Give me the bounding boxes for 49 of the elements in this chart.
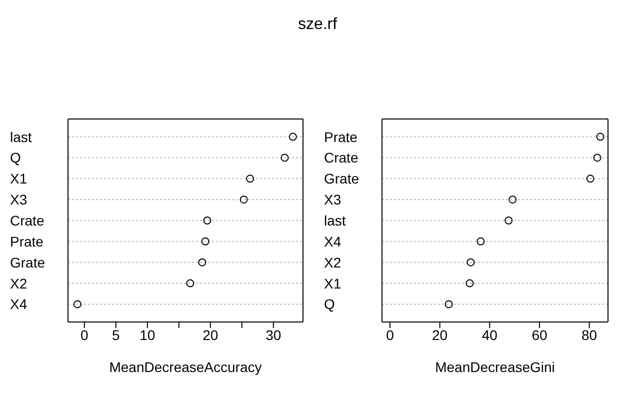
- x-tick-label: 0: [80, 326, 88, 343]
- point: [198, 258, 206, 266]
- x-tick-label: 20: [202, 326, 218, 343]
- point: [444, 300, 453, 308]
- y-tick-label: Crate: [324, 150, 358, 166]
- point: [596, 132, 604, 141]
- y-tick-label: Prate: [324, 128, 358, 145]
- x-tick-label: 40: [482, 326, 498, 343]
- chart-title: sze.rf: [296, 15, 338, 35]
- y-tick-label: Q: [324, 296, 335, 312]
- x-axis-title: MeanDecreaseAccuracy: [109, 359, 262, 375]
- point: [203, 216, 212, 224]
- point: [201, 237, 210, 246]
- x-tick-label: 20: [432, 326, 448, 343]
- point: [504, 216, 513, 224]
- x-tick-label: 5: [112, 326, 120, 343]
- y-tick-label: X3: [324, 192, 342, 208]
- point: [240, 196, 248, 204]
- point: [73, 300, 82, 308]
- y-tick-label: X4: [324, 233, 342, 250]
- point: [466, 279, 474, 288]
- point: [280, 154, 289, 162]
- point: [246, 174, 254, 183]
- point: [593, 154, 602, 162]
- y-tick-label: Grate: [10, 254, 46, 270]
- y-tick-label: last: [324, 212, 346, 228]
- y-tick-label: X1: [10, 170, 28, 187]
- y-tick-label: X2: [10, 275, 28, 292]
- point: [288, 132, 297, 141]
- x-tick-label: 0: [386, 326, 394, 343]
- point: [186, 279, 194, 288]
- point: [476, 237, 485, 246]
- x-axis-title: MeanDecreaseGini: [435, 359, 555, 375]
- y-tick-label: Prate: [10, 233, 44, 250]
- point: [466, 258, 475, 266]
- y-tick-label: X1: [324, 275, 342, 292]
- x-tick-label: 80: [582, 326, 598, 343]
- point: [586, 174, 594, 183]
- y-tick-label: Grate: [324, 170, 360, 187]
- y-tick-label: X3: [10, 192, 28, 208]
- y-tick-label: X2: [324, 254, 342, 270]
- y-tick-label: last: [10, 128, 32, 145]
- x-tick-label: 10: [140, 326, 156, 343]
- x-tick-label: 30: [266, 326, 282, 343]
- y-tick-label: X4: [10, 296, 28, 312]
- y-tick-label: Q: [10, 150, 21, 166]
- x-tick-label: 60: [532, 326, 548, 343]
- y-tick-label: Crate: [10, 212, 44, 228]
- point: [508, 196, 517, 204]
